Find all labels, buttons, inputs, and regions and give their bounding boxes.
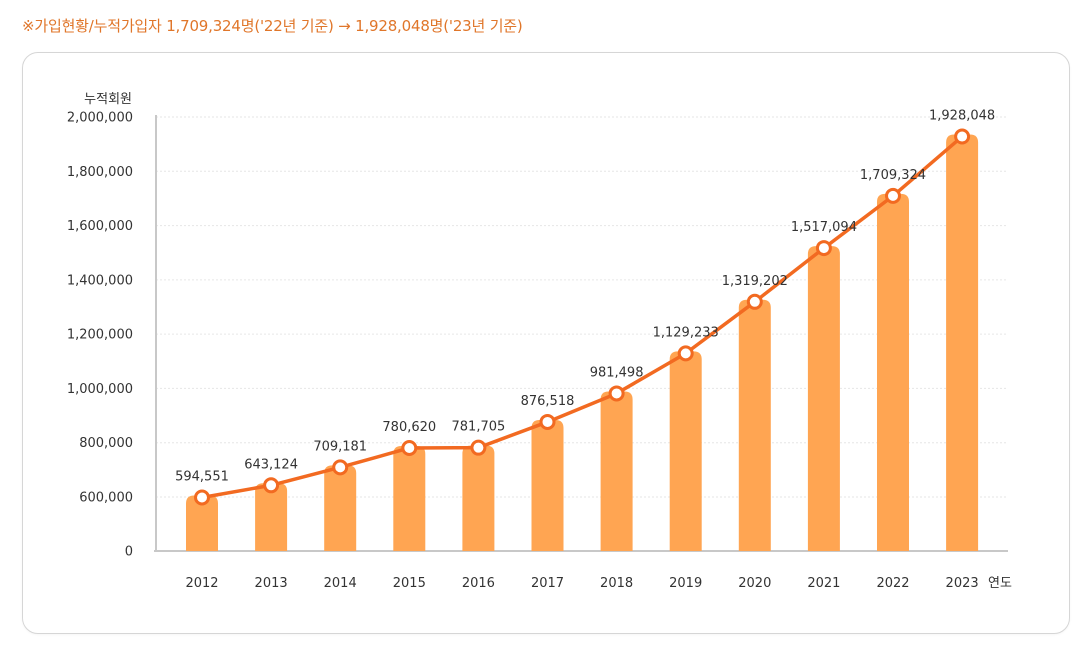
point-marker-2014 [332,459,349,476]
x-tick-label: 2021 [807,576,840,591]
x-tick-label: 2014 [324,576,357,591]
data-label-2021: 1,517,094 [791,220,857,235]
data-label-2014: 709,181 [313,439,367,454]
y-tick-label: 1,400,000 [67,273,133,288]
x-tick-label: 2016 [462,576,495,591]
x-axis-label: 연도 [988,576,1012,591]
point-marker-2019 [677,345,694,362]
bar-2019 [669,351,702,551]
y-tick-label: 600,000 [79,491,133,506]
bar-2020 [738,299,771,551]
bar-2014 [324,465,357,551]
data-label-2015: 780,620 [382,420,436,435]
point-marker-2018 [608,385,625,402]
bar-2012 [186,495,218,551]
point-marker-2021 [815,240,832,257]
point-marker-2013 [263,477,280,494]
y-tick-label: 1,000,000 [67,382,133,397]
point-marker-2023 [954,128,971,145]
x-tick-label: 2013 [255,576,288,591]
data-label-2022: 1,709,324 [860,168,926,183]
y-axis-label: 누적회원 [84,92,132,107]
x-tick-label: 2022 [876,576,909,591]
bar-2015 [393,445,426,551]
data-label-2019: 1,129,233 [653,325,719,340]
point-marker-2022 [885,187,901,204]
y-tick-label: 0 [125,545,133,560]
point-marker-2016 [470,439,487,456]
y-tick-label: 2,000,000 [67,111,133,126]
data-label-2023: 1,928,048 [929,109,995,124]
x-tick-label: 2017 [531,576,564,591]
y-tick-label: 1,600,000 [67,219,133,234]
bar-2013 [255,483,288,551]
data-label-2012: 594,551 [175,469,229,484]
point-marker-2012 [194,489,210,506]
y-tick-label: 1,200,000 [67,328,133,343]
data-label-2013: 643,124 [244,457,298,472]
bar-2021 [807,246,840,552]
x-tick-label: 2020 [738,576,771,591]
bar-2016 [462,445,495,551]
membership-status-note: ※가입현황/누적가입자 1,709,324명('22년 기준) → 1,928,… [22,17,523,35]
y-tick-label: 800,000 [79,436,133,451]
bar-2018 [600,391,633,551]
data-label-2018: 981,498 [590,365,644,380]
series-line [201,135,964,500]
bar-2022 [877,193,909,551]
x-tick-label: 2023 [946,576,979,591]
bar-2017 [531,419,564,551]
bar-2023 [946,134,979,551]
x-tick-label: 2019 [669,576,702,591]
point-marker-2020 [746,293,763,310]
data-label-2017: 876,518 [521,394,575,409]
point-marker-2017 [539,413,556,430]
x-tick-label: 2015 [393,576,426,591]
x-tick-label: 2018 [600,576,633,591]
point-marker-2015 [401,439,418,456]
y-tick-label: 1,800,000 [67,165,133,180]
x-tick-label: 2012 [185,576,218,591]
data-label-2020: 1,319,202 [722,274,788,289]
data-label-2016: 781,705 [452,420,506,435]
